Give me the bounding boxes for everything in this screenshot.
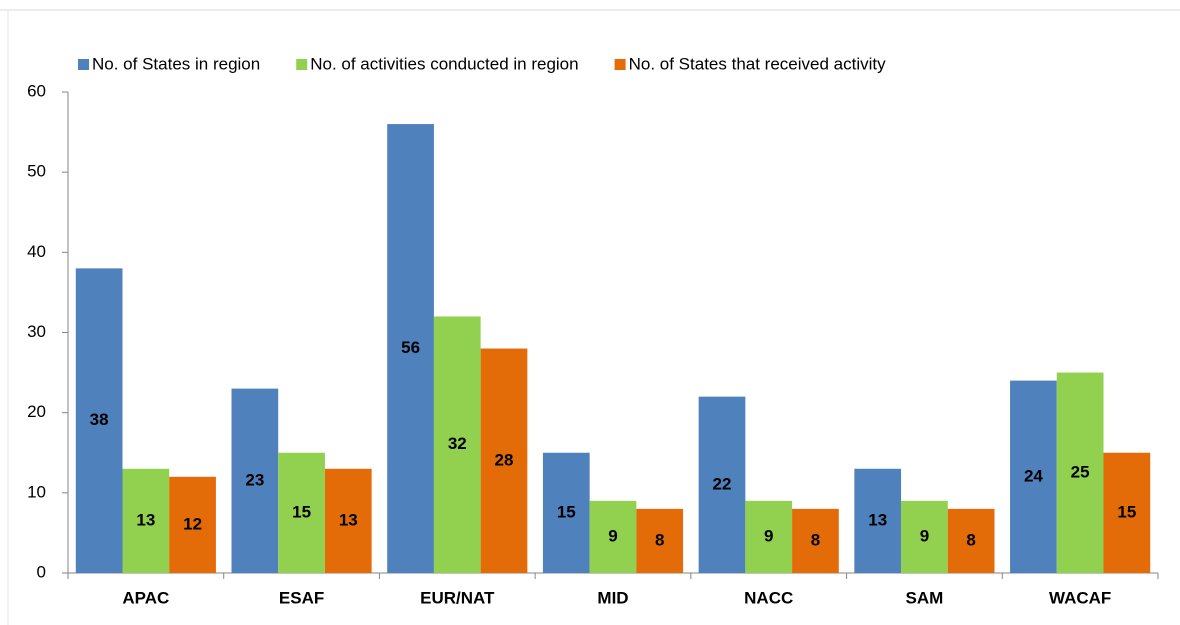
value-label: 13 [339, 510, 358, 529]
legend-label: No. of States in region [92, 54, 260, 73]
legend-swatch [296, 59, 308, 70]
bar [792, 508, 839, 573]
x-tick-label: EUR/NAT [420, 588, 495, 607]
value-label: 12 [183, 514, 202, 533]
value-label: 8 [655, 530, 664, 549]
legend-swatch [614, 59, 626, 70]
y-tick-label: 10 [27, 482, 46, 501]
value-label: 38 [90, 410, 109, 429]
legend-label: No. of States that received activity [629, 54, 887, 73]
value-label: 24 [1024, 466, 1043, 485]
bar [542, 452, 590, 573]
value-label: 23 [245, 470, 264, 489]
y-tick-label: 30 [27, 322, 46, 341]
bar [636, 508, 684, 573]
x-tick-label: MID [597, 588, 628, 607]
y-tick-label: 50 [27, 162, 46, 181]
x-tick-label: WACAF [1049, 588, 1111, 607]
value-label: 9 [608, 526, 617, 545]
value-label: 8 [966, 530, 975, 549]
value-label: 13 [136, 510, 155, 529]
bar [480, 348, 528, 573]
value-label: 25 [1071, 462, 1090, 481]
value-label: 15 [1117, 502, 1136, 521]
bar [324, 468, 372, 573]
bar [387, 124, 434, 574]
bar [589, 500, 637, 573]
x-tick-label: NACC [744, 588, 793, 607]
value-label: 15 [292, 502, 311, 521]
bar [947, 508, 995, 573]
legend-label: No. of activities conducted in region [310, 54, 578, 73]
bar [745, 500, 793, 573]
value-label: 56 [401, 338, 420, 357]
y-tick-label: 40 [27, 242, 46, 261]
value-label: 22 [713, 474, 732, 493]
value-label: 9 [920, 526, 929, 545]
bar [854, 468, 902, 573]
value-label: 32 [448, 434, 467, 453]
bar [278, 452, 325, 573]
bar [1056, 372, 1104, 573]
bar [1103, 452, 1151, 573]
bar [122, 468, 170, 573]
legend-swatch [78, 59, 89, 70]
x-tick-label: ESAF [279, 588, 324, 607]
bar [75, 268, 123, 573]
value-label: 13 [868, 510, 887, 529]
value-label: 15 [557, 502, 576, 521]
value-label: 9 [764, 526, 773, 545]
y-tick-label: 60 [27, 81, 46, 100]
y-tick-label: 20 [27, 402, 46, 421]
y-tick-label: 0 [37, 562, 46, 581]
value-label: 28 [495, 450, 514, 469]
bar [1010, 380, 1057, 573]
value-label: 8 [811, 530, 820, 549]
bar [698, 396, 746, 573]
bar [901, 500, 948, 573]
x-tick-label: SAM [906, 588, 944, 607]
bar [231, 388, 279, 573]
bar [433, 316, 481, 573]
bar [169, 476, 216, 573]
x-tick-label: APAC [122, 588, 169, 607]
